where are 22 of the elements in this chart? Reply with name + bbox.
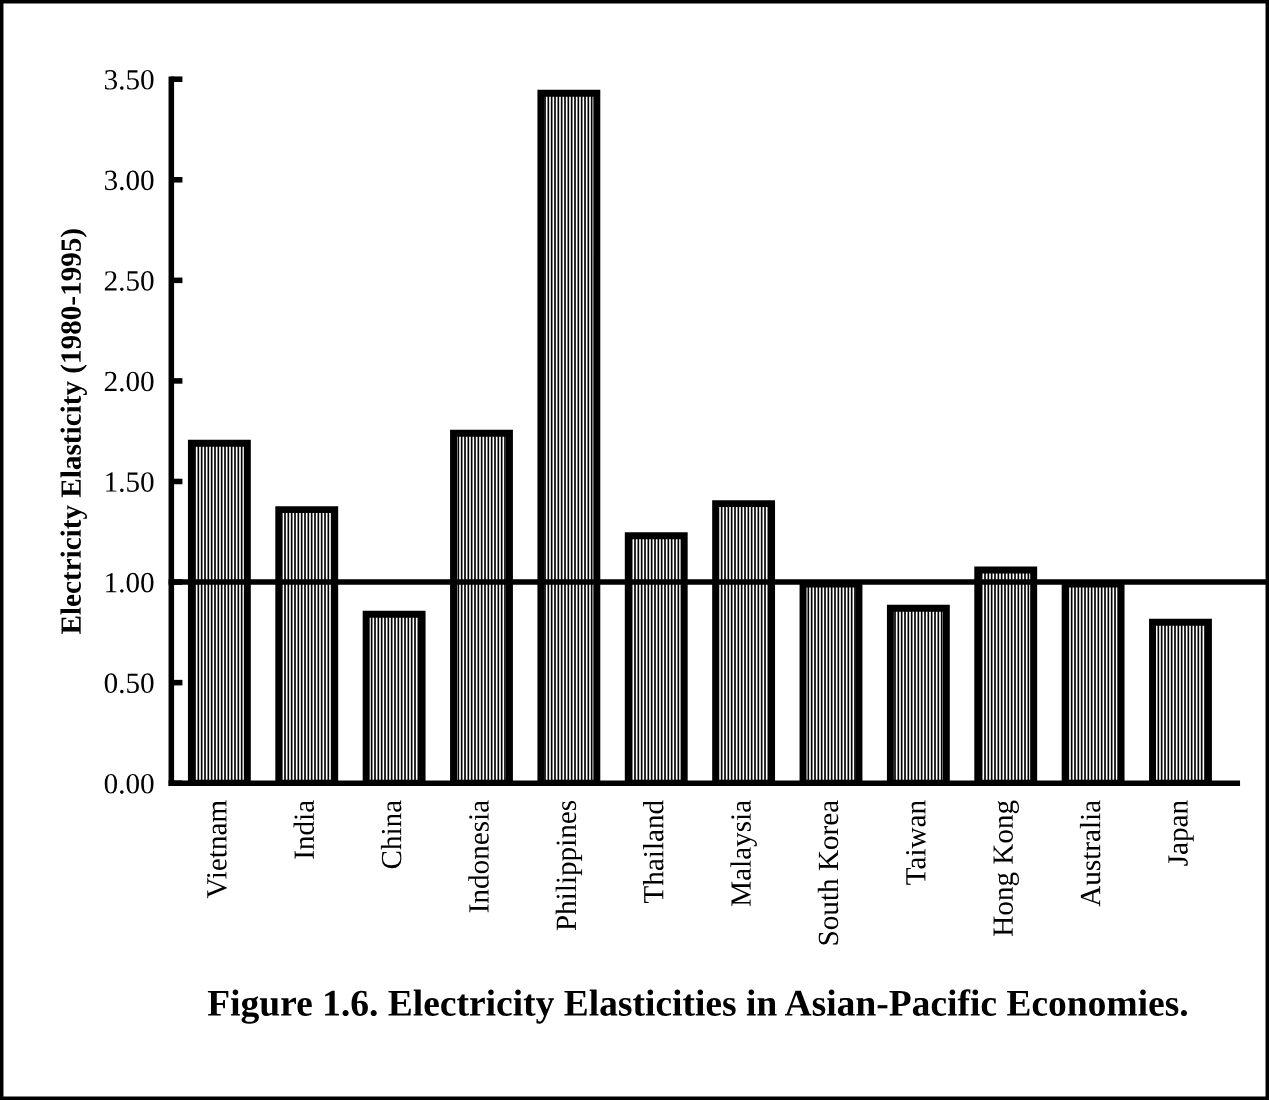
x-tick-label: Vietnam — [207, 800, 227, 899]
x-tick-label: Philippines — [555, 800, 583, 931]
x-tick-label: China — [380, 800, 402, 869]
y-tick-label: 2.50 — [104, 271, 154, 291]
x-tick-label: Australia — [1079, 800, 1101, 907]
x-tick-label: India — [293, 800, 315, 859]
y-tick-label: 0.00 — [104, 773, 154, 794]
x-tick-label: Thailand — [643, 800, 664, 903]
x-tick-label: South Korea — [817, 800, 839, 945]
x-tick-label: Taiwan — [906, 800, 926, 885]
y-tick-label: 1.00 — [106, 572, 154, 593]
y-tick-label: 2.00 — [104, 371, 154, 392]
x-tick-label: Japan — [1168, 800, 1194, 866]
x-tick-label: Hong Kong — [993, 800, 1019, 936]
y-tick-label: 1.50 — [106, 472, 154, 493]
y-axis-title: Electricity Elasticity (1980-1995) — [60, 229, 87, 634]
x-tick-label: Malaysia — [730, 800, 757, 906]
x-tick-label: Indonesia — [468, 800, 489, 913]
y-tick-label: 3.00 — [105, 170, 154, 191]
text: Figure 1.6. Electricity Elasticities in Asian-Pacific Economies. — [207, 989, 1188, 1024]
y-tick-label: 0.50 — [104, 673, 154, 694]
y-tick-label: 3.50 — [105, 69, 154, 90]
